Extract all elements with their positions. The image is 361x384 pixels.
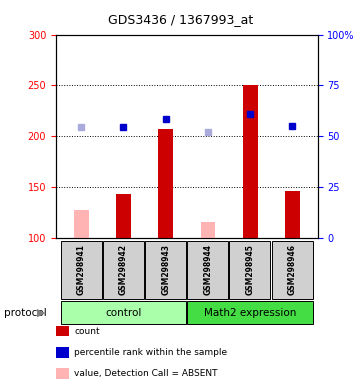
Bar xyxy=(74,210,89,238)
Bar xyxy=(61,301,186,324)
Bar xyxy=(272,241,313,299)
Text: GSM298946: GSM298946 xyxy=(288,244,297,295)
Text: GDS3436 / 1367993_at: GDS3436 / 1367993_at xyxy=(108,13,253,26)
Text: GSM298943: GSM298943 xyxy=(161,244,170,295)
Bar xyxy=(158,129,173,238)
Text: ▶: ▶ xyxy=(37,308,46,318)
Bar xyxy=(230,241,270,299)
Text: percentile rank within the sample: percentile rank within the sample xyxy=(74,348,227,357)
Bar xyxy=(145,241,186,299)
Text: GSM298942: GSM298942 xyxy=(119,244,128,295)
Bar xyxy=(116,194,131,238)
Bar xyxy=(61,241,101,299)
Bar xyxy=(285,191,300,238)
Bar xyxy=(243,86,257,238)
Text: Math2 expression: Math2 expression xyxy=(204,308,296,318)
Text: GSM298945: GSM298945 xyxy=(245,244,255,295)
Text: GSM298941: GSM298941 xyxy=(77,244,86,295)
Text: count: count xyxy=(74,326,100,336)
Text: GSM298944: GSM298944 xyxy=(204,244,212,295)
Text: protocol: protocol xyxy=(4,308,46,318)
Bar xyxy=(187,301,313,324)
Bar xyxy=(187,241,228,299)
Text: value, Detection Call = ABSENT: value, Detection Call = ABSENT xyxy=(74,369,218,378)
Bar xyxy=(201,222,215,238)
Bar xyxy=(103,241,144,299)
Text: control: control xyxy=(105,308,141,318)
